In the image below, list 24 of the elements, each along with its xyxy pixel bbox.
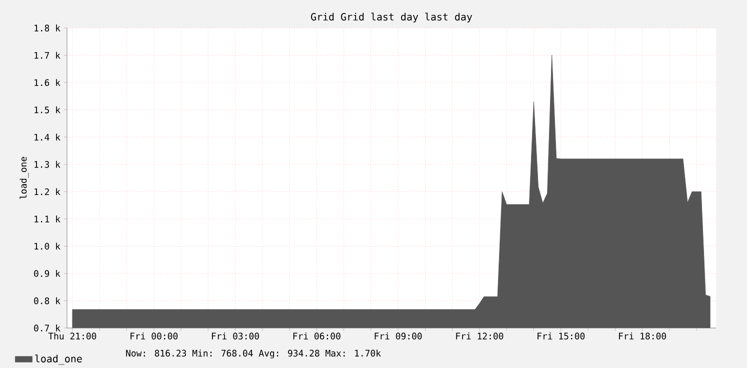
y-tick-label: 1.7 k — [34, 52, 60, 59]
y-tick-label: 1.2 k — [34, 188, 60, 196]
legend-label: load_one — [35, 354, 82, 365]
x-tick-label: Thu 21:00 — [48, 332, 96, 340]
y-tick-label: 0.8 k — [34, 297, 60, 304]
x-tick-label: Fri 15:00 — [538, 332, 585, 340]
x-tick-label: Fri 06:00 — [293, 332, 340, 340]
text: Now: 816.23 Min: 768.04 Avg: 934.28 Max: 1.70k — [126, 350, 381, 358]
x-tick-label: Fri 09:00 — [374, 332, 422, 340]
y-tick-label: 1.3 k — [34, 160, 60, 168]
y-tick-label: 1.0 k — [34, 242, 60, 250]
y-tick-label: 0.9 k — [34, 270, 60, 277]
x-tick-label: Fri 00:00 — [130, 332, 178, 340]
x-tick-label: Fri 12:00 — [456, 332, 504, 340]
y-tick-label: 1.6 k — [34, 79, 60, 86]
y-tick-label: 1.5 k — [34, 106, 60, 114]
x-tick-label: Fri 18:00 — [619, 332, 666, 340]
y-axis-title: load_one — [20, 156, 29, 199]
y-tick-label: 1.1 k — [34, 216, 60, 222]
chart-title: Grid Grid last day last day — [311, 12, 472, 23]
y-tick-label: 0.7 k — [34, 324, 60, 332]
x-tick-label: Fri 03:00 — [212, 332, 259, 340]
y-tick-label: 1.4 k — [34, 134, 60, 140]
y-tick-label: 1.8 k — [34, 24, 60, 32]
